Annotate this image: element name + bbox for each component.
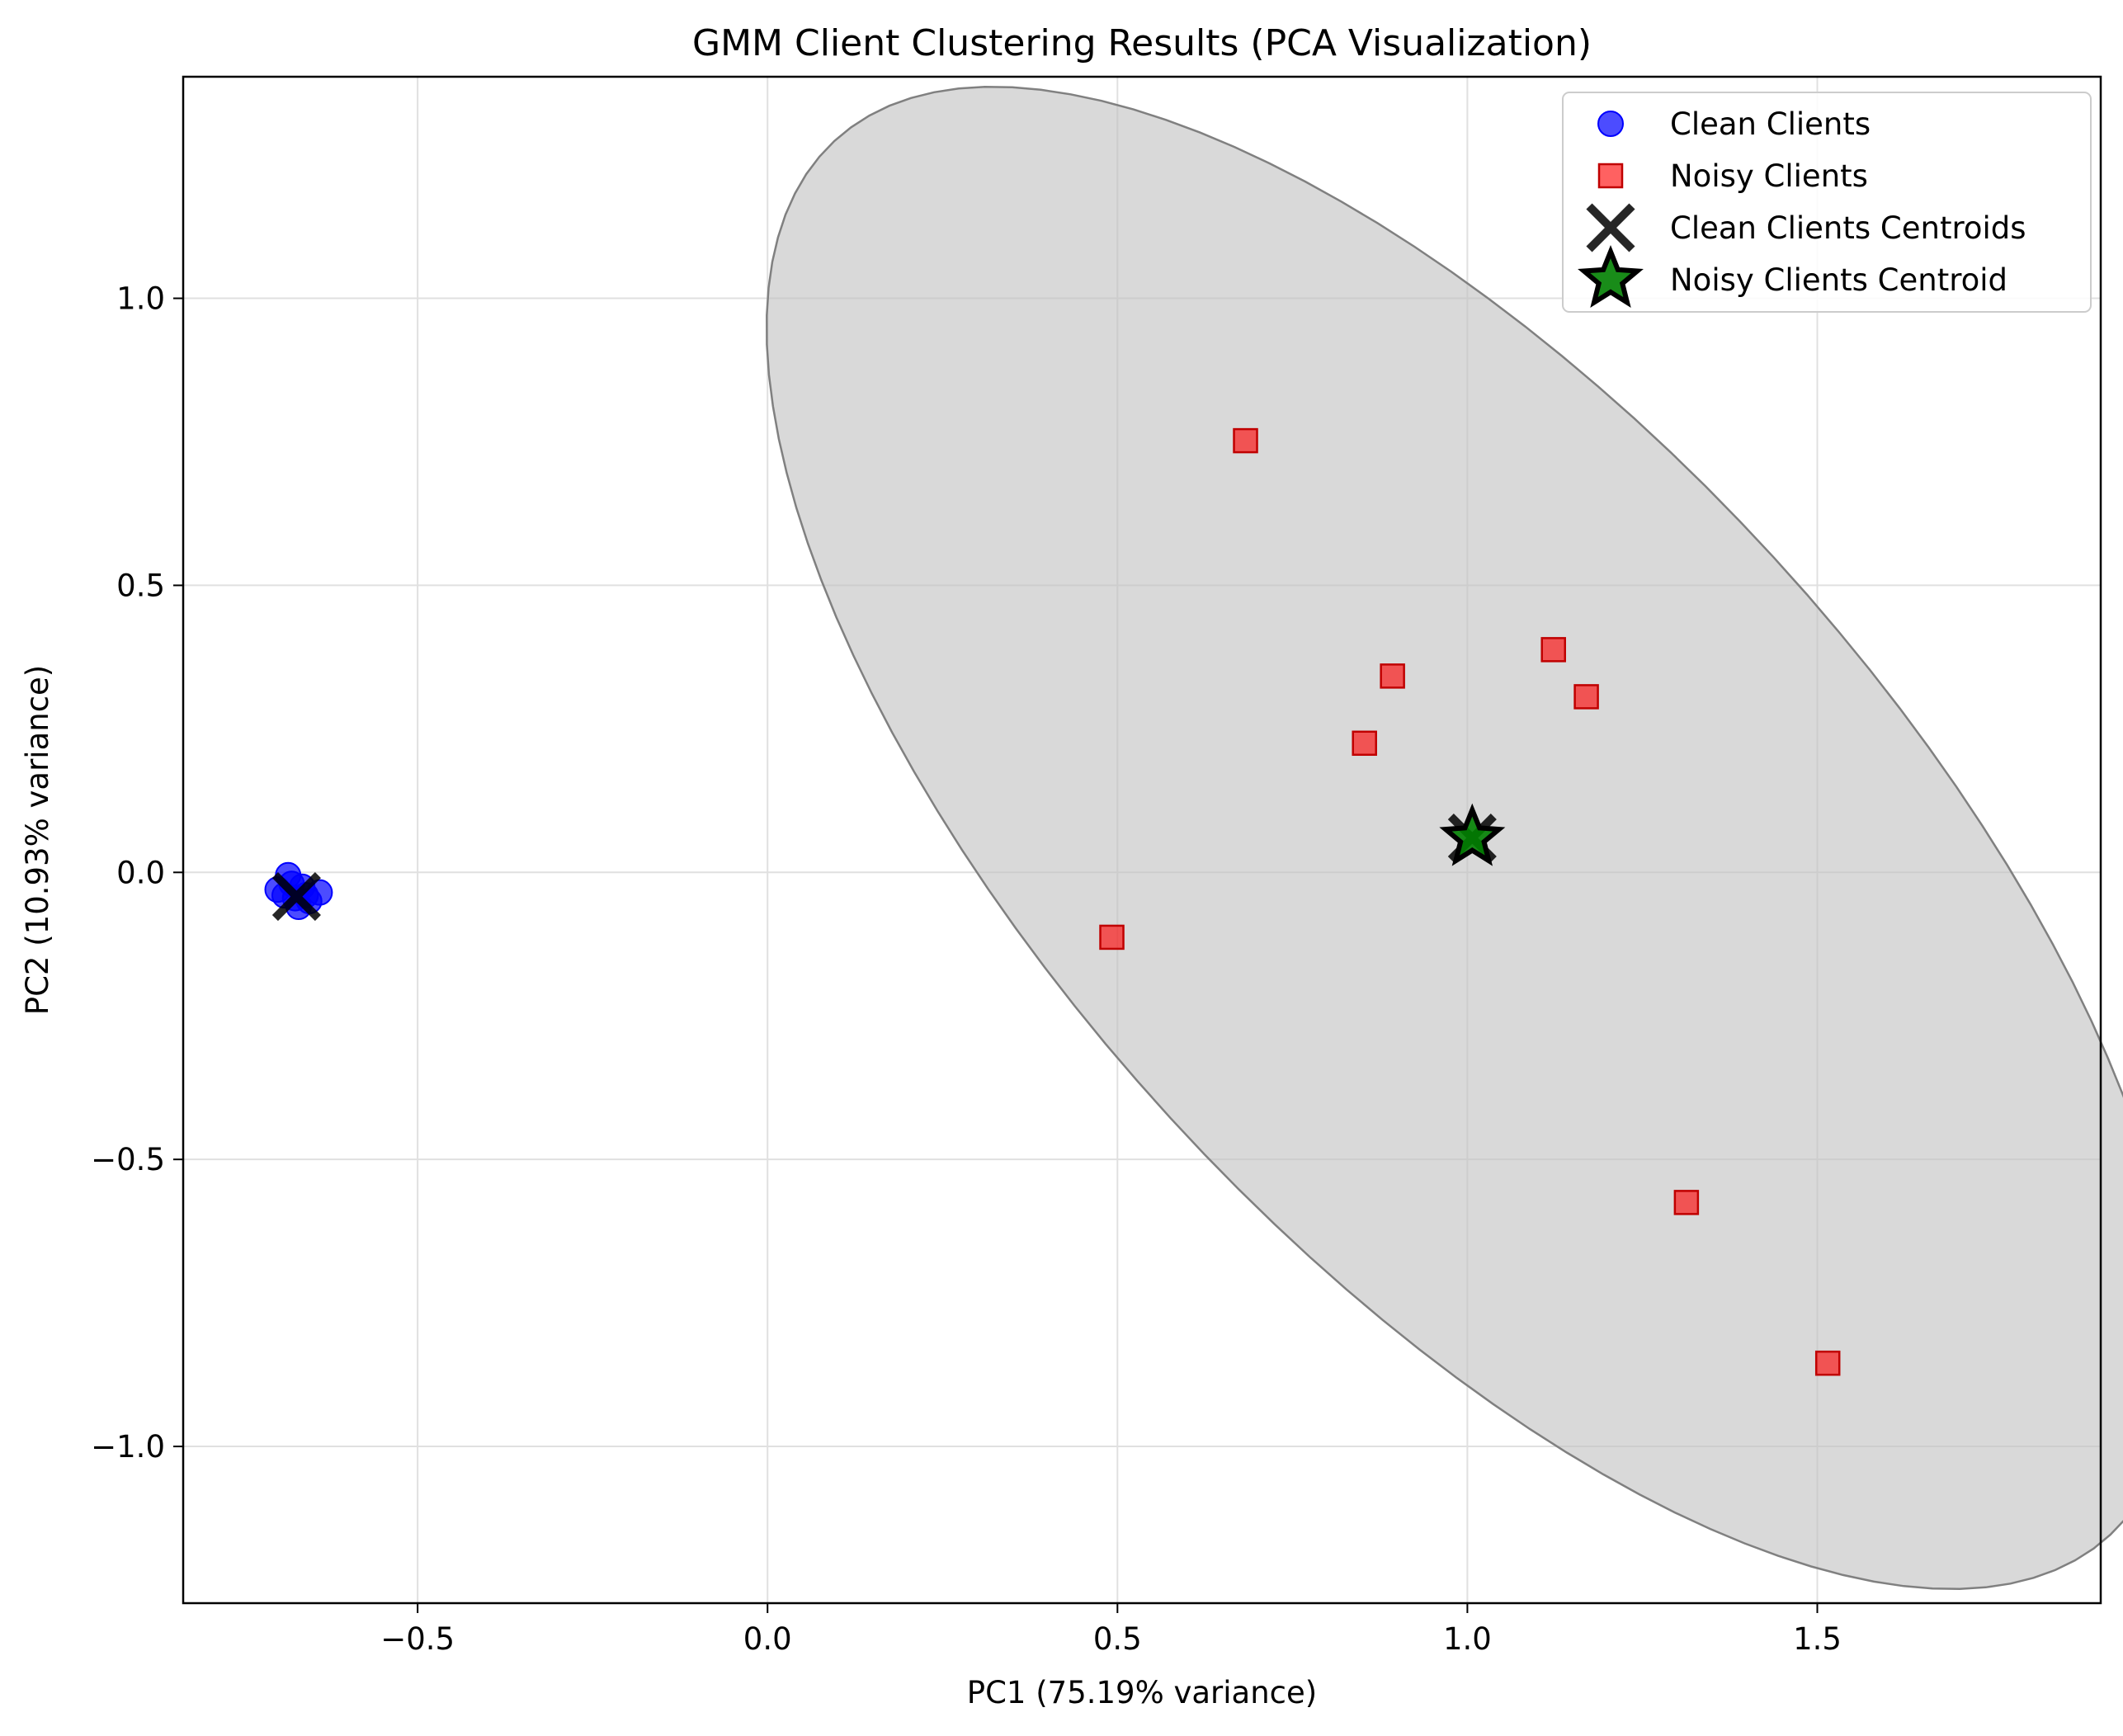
legend-label: Clean Clients: [1670, 106, 1871, 142]
plot-frame: [182, 75, 2102, 1605]
legend-label: Noisy Clients Centroid: [1670, 262, 2007, 298]
y-tick-label: 0.5: [116, 568, 165, 603]
noisy-client-point: [1814, 1350, 1841, 1376]
y-axis-label: PC2 (10.93% variance): [20, 665, 55, 1015]
y-tick-label: −0.5: [91, 1142, 165, 1177]
legend-label: Noisy Clients: [1670, 158, 1868, 194]
x-tick-label: 0.0: [743, 1621, 792, 1657]
noisy-client-point: [1573, 684, 1599, 710]
legend-circle-icon: [1597, 111, 1624, 137]
y-tick-label: 1.0: [116, 281, 165, 317]
chart-title: GMM Client Clustering Results (PCA Visua…: [692, 22, 1592, 64]
y-tick-label: −1.0: [91, 1429, 165, 1465]
centroid-layer: [271, 803, 1506, 922]
noisy-cluster-ellipse: [766, 86, 2123, 1591]
ticks-layer: −0.5 0.0 0.5 1.0 1.5 1.0 0.5 0.0 −0.5 −1.0: [91, 281, 1842, 1657]
legend-square-icon: [1597, 163, 1624, 189]
legend: Clean Clients Noisy Clients Clean Clients …: [1562, 92, 2092, 313]
legend-star-icon: [1578, 244, 1644, 308]
noisy-client-point: [1233, 427, 1258, 454]
x-axis-label: PC1 (75.19% variance): [967, 1675, 1317, 1710]
legend-box: [1562, 92, 2092, 313]
noisy-centroid-marker: [1439, 803, 1506, 866]
noisy-client-point: [1380, 663, 1405, 689]
legend-x-icon: [1586, 203, 1635, 252]
y-tick-label: 0.0: [116, 855, 165, 890]
noisy-client-point: [1099, 924, 1125, 951]
legend-label: Clean Clients Centroids: [1670, 210, 2026, 246]
clean-centroid-marker: [271, 871, 321, 922]
noisy-client-point: [1673, 1190, 1700, 1215]
x-tick-label: 0.5: [1093, 1621, 1142, 1657]
x-tick-label: 1.5: [1793, 1621, 1842, 1657]
x-tick-label: 1.0: [1443, 1621, 1492, 1657]
noisy-client-point: [1352, 730, 1377, 757]
x-tick-label: −0.5: [380, 1621, 455, 1657]
noisy-client-point: [1540, 637, 1566, 663]
ellipse-layer: [766, 86, 2123, 1591]
